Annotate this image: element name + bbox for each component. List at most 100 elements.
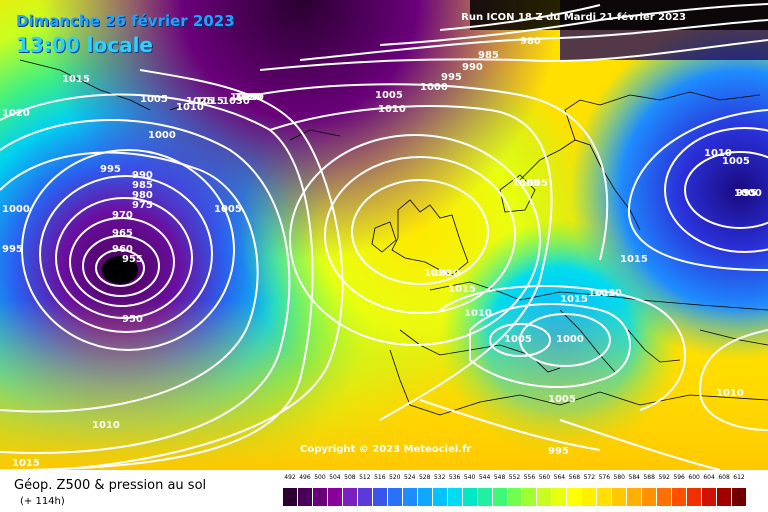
scale-label: 588: [643, 474, 655, 481]
scale-label: 608: [718, 474, 730, 481]
forecast-time: 13:00 locale: [16, 33, 153, 57]
scale-label: 556: [523, 474, 536, 481]
isobar-label: 1010: [378, 104, 406, 115]
isobar-label: 950: [122, 314, 143, 325]
isobar-label: 985: [132, 180, 153, 191]
scale-label: 532: [433, 474, 446, 481]
scale-label: 596: [673, 474, 685, 481]
scale-swatch: [642, 488, 657, 506]
scale-label: 508: [344, 474, 356, 481]
scale-swatch: [477, 488, 492, 506]
isobar-label: 995: [441, 72, 462, 83]
isobar-label: 995: [548, 446, 569, 457]
coastlines: [19, 59, 768, 416]
scale-swatch: [372, 488, 387, 506]
isobar-label: 1010: [236, 92, 264, 103]
isobar-label: 1005: [548, 394, 576, 405]
isobar-label: 1010: [716, 388, 744, 399]
isobar-label: 1020: [424, 268, 452, 279]
scale-swatch: [342, 488, 357, 506]
map-title: Géop. Z500 & pression au sol: [14, 478, 207, 493]
isobar-label: 1000: [556, 334, 584, 345]
scale-label: 600: [688, 474, 700, 481]
isobar-label: 1005: [722, 156, 750, 167]
isobars: [0, 3, 768, 470]
isobar-label: 1010: [464, 308, 492, 319]
isobar-label: 995: [736, 188, 757, 199]
copyright-notice: Copyright © 2023 Meteociel.fr: [300, 444, 472, 455]
scale-swatch: [357, 488, 372, 506]
isobar-label: 960: [112, 244, 133, 255]
isobar-label: 1015: [620, 254, 648, 265]
isobar-label: 1005: [140, 94, 168, 105]
forecast-date: Dimanche 26 février 2023: [16, 12, 235, 30]
isobar-label: 990: [132, 170, 153, 181]
isobar-label: 1015: [560, 294, 588, 305]
scale-label: 524: [404, 474, 416, 481]
map-footer: Géop. Z500 & pression au sol (+ 114h) 49…: [0, 470, 768, 512]
isobar-label: 1010: [176, 102, 204, 113]
scale-label: 516: [374, 474, 386, 481]
scale-swatch: [687, 488, 702, 506]
isobar-label: 1000: [148, 130, 176, 141]
isobar-label: 985: [478, 50, 499, 61]
isobar-label: 1020: [2, 108, 30, 119]
isobar-label: 1005: [512, 178, 540, 189]
isobar-label: 980: [132, 190, 153, 201]
isobar-label: 965: [112, 228, 133, 239]
scale-swatch: [717, 488, 732, 506]
scale-swatch: [672, 488, 687, 506]
scale-label: 552: [508, 474, 521, 481]
scale-swatch: [312, 488, 327, 506]
scale-swatch: [522, 488, 537, 506]
scale-label: 492: [284, 474, 296, 481]
scale-label: 548: [493, 474, 506, 481]
isobar-label: 1005: [520, 178, 548, 189]
isobar-label: 1015: [588, 288, 616, 299]
isobar-label: 1020: [234, 92, 262, 103]
scale-label: 544: [478, 474, 491, 481]
scale-label: 520: [389, 474, 401, 481]
scale-label: 576: [598, 474, 611, 481]
scale-label: 528: [418, 474, 431, 481]
scale-swatch: [387, 488, 402, 506]
scale-swatch: [537, 488, 552, 506]
isobar-label: 1010: [704, 148, 732, 159]
isobar-label: 1005: [214, 204, 242, 215]
scale-label: 512: [359, 474, 371, 481]
scale-swatch: [567, 488, 582, 506]
isobar-label: 1010: [92, 420, 120, 431]
color-scale-legend: 492 496 500 504 508 512 516 520 524 528 532 536 540 5…: [283, 474, 747, 510]
isobar-label: 1015: [62, 74, 90, 85]
scale-label: 500: [314, 474, 326, 481]
scale-label: 592: [658, 474, 670, 481]
isobar-label: 1015: [448, 284, 476, 295]
scale-swatch: [657, 488, 672, 506]
scale-swatch: [612, 488, 627, 506]
scale-label: 604: [703, 474, 715, 481]
scale-swatch: [597, 488, 612, 506]
scale-swatch: [402, 488, 417, 506]
isobar-label: 970: [112, 210, 133, 221]
scale-label: 568: [568, 474, 581, 481]
scale-label: 572: [583, 474, 596, 481]
isobar-label: 1005: [375, 90, 403, 101]
scale-swatch: [507, 488, 522, 506]
scale-swatch: [283, 488, 297, 506]
scale-label: 504: [329, 474, 341, 481]
scale-swatch: [327, 488, 342, 506]
isobar-label: 995: [2, 244, 23, 255]
low-pressure-core: [102, 256, 138, 284]
isobar-label: 1015: [12, 458, 40, 469]
scale-label: 584: [628, 474, 640, 481]
isobar-label: 1010: [594, 288, 622, 299]
scale-label: 496: [299, 474, 311, 481]
isobar-label: 955: [122, 254, 143, 265]
isobar-label: 1025: [186, 96, 214, 107]
isobar-label: 1000: [420, 82, 448, 93]
scale-label: 564: [553, 474, 566, 481]
scale-label: 536: [448, 474, 461, 481]
